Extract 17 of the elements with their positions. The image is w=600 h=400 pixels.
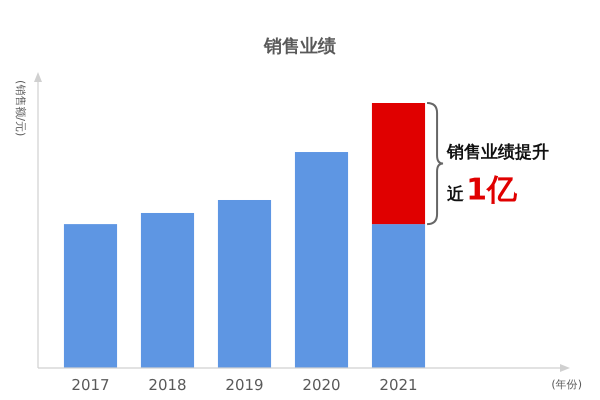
bar [140,212,194,368]
bar [64,224,118,368]
x-tick-label: 2020 [302,376,341,394]
x-tick-label: 2021 [379,376,418,394]
x-tick-label: 2017 [71,376,110,394]
chart-title: 销售业绩 [263,36,336,57]
x-tick-label: 2019 [225,376,264,394]
text: (年份) [551,378,582,391]
y-axis-title: (销售额/元) [14,80,27,136]
bar [218,200,272,368]
bar [294,152,348,368]
bar [372,103,426,224]
x-tick-label: 2018 [148,376,187,394]
bar [372,224,426,368]
text: 近 [446,184,466,205]
text: 1亿 [466,172,518,208]
text: 销售业绩提升 [446,142,550,163]
